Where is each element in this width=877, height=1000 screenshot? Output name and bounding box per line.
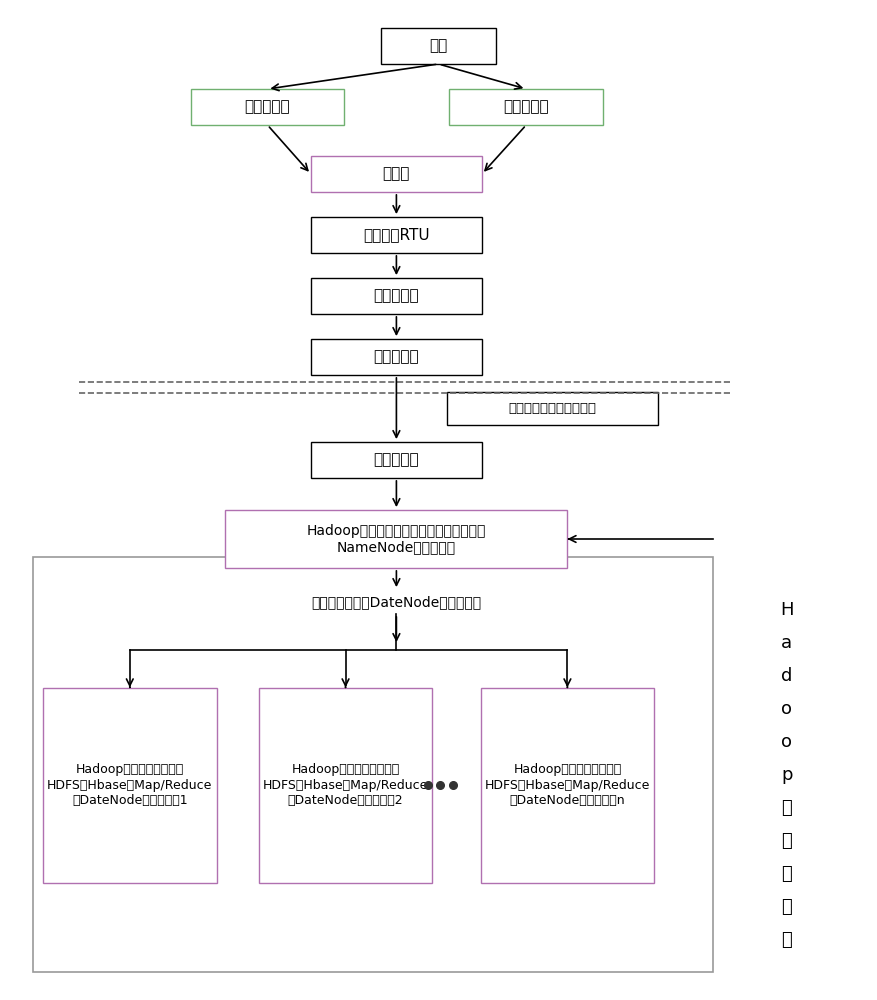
Text: 调制解调器: 调制解调器 bbox=[374, 452, 419, 468]
Bar bbox=[33, 557, 713, 972]
Text: 计: 计 bbox=[781, 832, 792, 850]
Text: 电流互感器: 电流互感器 bbox=[503, 100, 549, 114]
Text: Hadoop云计算平台中具有
HDFS、Hbase、Map/Reduce
的DateNode节点计算机1: Hadoop云计算平台中具有 HDFS、Hbase、Map/Reduce 的Da… bbox=[47, 764, 212, 806]
Text: 算: 算 bbox=[781, 865, 792, 883]
Text: 变送器: 变送器 bbox=[382, 166, 410, 182]
Bar bbox=[311, 278, 482, 314]
Text: Hadoop云计算平台中具有数据监控单元的
NameNode节点计算机: Hadoop云计算平台中具有数据监控单元的 NameNode节点计算机 bbox=[307, 524, 486, 554]
Bar bbox=[311, 156, 482, 192]
Text: o: o bbox=[781, 733, 792, 751]
Text: p: p bbox=[781, 766, 793, 784]
Text: 云: 云 bbox=[781, 799, 792, 817]
Text: 电网: 电网 bbox=[430, 38, 447, 53]
Bar bbox=[311, 339, 482, 375]
Text: 调制解调器: 调制解调器 bbox=[374, 350, 419, 364]
Text: 电压互感器: 电压互感器 bbox=[245, 100, 290, 114]
Text: 电气量信息: 电气量信息 bbox=[374, 288, 419, 304]
Bar bbox=[190, 89, 344, 125]
Bar bbox=[481, 688, 654, 882]
Text: Hadoop云计算平台中具有
HDFS、Hbase、Map/Reduce
的DateNode节点计算机n: Hadoop云计算平台中具有 HDFS、Hbase、Map/Reduce 的Da… bbox=[485, 764, 650, 806]
Text: H: H bbox=[780, 601, 794, 619]
Text: Hadoop云计算平台中具有
HDFS、Hbase、Map/Reduce
的DateNode节点计算机2: Hadoop云计算平台中具有 HDFS、Hbase、Map/Reduce 的Da… bbox=[263, 764, 428, 806]
Bar bbox=[225, 510, 567, 568]
Text: d: d bbox=[781, 667, 792, 685]
Bar bbox=[449, 89, 603, 125]
Text: 采用光纤通信的信道设备: 采用光纤通信的信道设备 bbox=[509, 401, 596, 414]
Bar bbox=[447, 391, 658, 424]
Bar bbox=[259, 688, 432, 882]
Text: o: o bbox=[781, 700, 792, 718]
Text: 台: 台 bbox=[781, 931, 792, 949]
Text: 自动分配数据给DateNode节点计算机: 自动分配数据给DateNode节点计算机 bbox=[311, 595, 481, 609]
Text: a: a bbox=[781, 634, 792, 652]
Bar bbox=[381, 28, 496, 64]
Bar bbox=[43, 688, 217, 882]
Bar bbox=[311, 442, 482, 478]
Text: 平: 平 bbox=[781, 898, 792, 916]
Text: 远方终端RTU: 远方终端RTU bbox=[363, 228, 430, 242]
Bar bbox=[311, 217, 482, 253]
